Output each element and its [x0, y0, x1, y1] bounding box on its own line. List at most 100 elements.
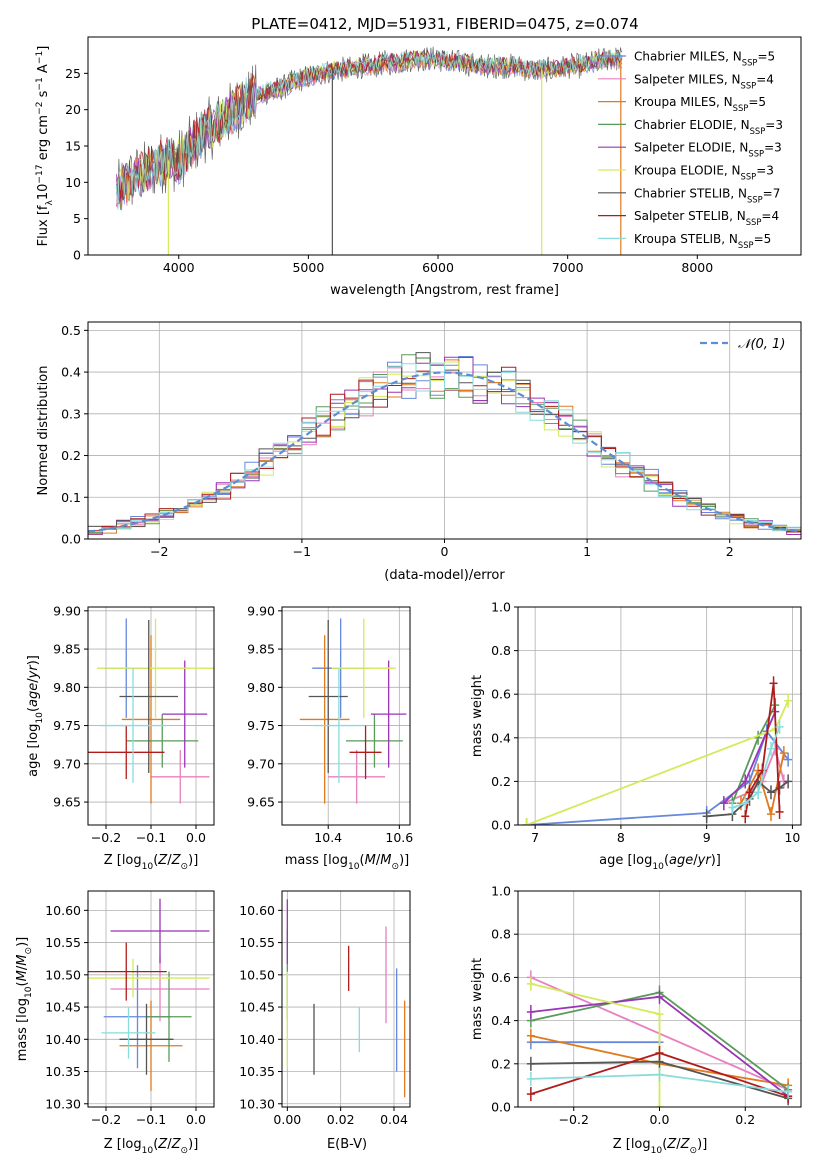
y-tick-label: 0.6	[491, 687, 511, 702]
error-bar-point	[121, 635, 181, 804]
error-bar-point	[146, 971, 192, 1062]
legend-entry: Salpeter ELODIE, NSSP=3	[634, 141, 782, 159]
error-bar-point	[308, 620, 348, 773]
x-axis-label: wavelength [Angstrom, rest frame]	[330, 283, 559, 298]
error-bar-point	[88, 725, 165, 780]
x-axis-label: (data-model)/error	[384, 568, 505, 583]
x-tick-label: −0.2	[91, 1112, 121, 1127]
x-tick-label: −1	[293, 544, 311, 559]
y-tick-label: 10.50	[45, 967, 81, 982]
y-tick-label: 20	[65, 102, 81, 117]
y-tick-label: 10.45	[45, 1000, 81, 1015]
legend-entry: 𝒩(0, 1)	[738, 337, 785, 352]
y-tick-label: 10.35	[45, 1064, 81, 1079]
y-tick-label: 9.80	[247, 680, 275, 695]
y-tick-label: 0	[73, 248, 81, 263]
x-tick-label: 8	[617, 830, 625, 845]
y-tick-label: 0.4	[491, 1013, 511, 1028]
legend-entry: Chabrier STELIB, NSSP=7	[634, 186, 780, 204]
legend-entry: Kroupa ELODIE, NSSP=3	[634, 164, 774, 182]
legend-entry: Salpeter MILES, NSSP=4	[634, 72, 774, 90]
y-tick-label: 0.2	[61, 448, 81, 463]
y-tick-label: 10	[65, 175, 81, 190]
axes-frame	[517, 606, 802, 826]
y-tick-label: 10.40	[239, 1032, 275, 1047]
y-tick-label: 9.75	[53, 718, 81, 733]
y-tick-label: 9.85	[247, 642, 275, 657]
x-tick-label: −0.2	[91, 830, 121, 845]
y-tick-label: 0.2	[491, 1056, 511, 1071]
y-tick-label: 9.75	[247, 718, 275, 733]
y-tick-label: 10.30	[45, 1096, 81, 1111]
x-tick-label: −0.1	[136, 830, 166, 845]
error-bar-point	[119, 1003, 174, 1075]
y-tick-label: 0.6	[491, 970, 511, 985]
y-tick-label: 9.90	[247, 603, 275, 618]
plot-area-mass_vs_Z	[88, 891, 214, 1107]
legend-entry: Chabrier MILES, NSSP=5	[634, 50, 775, 68]
chart-age_vs_mass: 10.4 10.6 9.65 9.70 9.75 9.80 9.85 9.90 mass [lo…	[247, 603, 413, 872]
error-bar-point	[110, 898, 210, 964]
y-tick-label: 0.0	[491, 818, 511, 833]
y-axis-label: mass weight	[470, 958, 485, 1040]
x-tick-label: 0.04	[380, 1112, 408, 1127]
x-tick-label: 0.0	[650, 1112, 670, 1127]
y-tick-label: 15	[65, 139, 81, 154]
x-tick-label: 5000	[292, 260, 324, 275]
y-tick-label: 10.60	[239, 903, 275, 918]
error-bar-point	[99, 668, 167, 783]
chart-residuals: −2 −1 0 1 2 0.0 0.1 0.2 0.3 0.4 0.5 (data-model)/er…	[36, 321, 802, 583]
error-bar-point	[119, 620, 178, 773]
x-axis-label: Z [log10(Z/Z⊙)]	[613, 1137, 708, 1156]
plot-area-age_vs_mass	[282, 607, 410, 825]
y-tick-label: 0.3	[61, 406, 81, 421]
y-axis-label: mass weight	[470, 675, 485, 757]
y-tick-label: 10.40	[45, 1032, 81, 1047]
model-spectrum-line	[116, 50, 623, 209]
y-axis-label: mass [log10(M/M⊙)]	[15, 937, 34, 1061]
x-tick-label: 10	[784, 830, 800, 845]
y-tick-label: 1.0	[491, 884, 511, 899]
legend-entry: Salpeter STELIB, NSSP=4	[634, 209, 779, 227]
y-tick-label: 0.8	[491, 643, 511, 658]
error-bar-point	[97, 618, 214, 718]
x-axis-label: mass [log10(M/M⊙)]	[285, 853, 409, 872]
x-axis-label: age [log10(age/yr)]	[599, 853, 721, 872]
x-tick-label: 6000	[422, 260, 454, 275]
y-tick-label: 10.35	[239, 1064, 275, 1079]
x-tick-label: 10.6	[385, 830, 413, 845]
y-axis-label: Flux [fλ10−17 erg cm−2 s−1 A−1]	[35, 46, 55, 247]
error-bar-point	[370, 660, 407, 768]
x-axis-label: Z [log10(Z/Z⊙)]	[104, 853, 199, 872]
y-tick-label: 25	[65, 66, 81, 81]
x-tick-label: 0.2	[735, 1112, 755, 1127]
error-bar-point	[331, 618, 396, 718]
x-axis-label: Z [log10(Z/Z⊙)]	[104, 1137, 199, 1156]
chart-weight_vs_age: 7 8 9 10 0.0 0.2 0.4 0.6 0.8 1.0 age [log10(age/yr…	[470, 600, 802, 872]
y-tick-label: 0.0	[61, 532, 81, 547]
plot-area-weight_vs_age	[518, 607, 801, 825]
error-bar-point	[88, 942, 167, 1001]
error-bar-point	[314, 668, 364, 783]
plot-area-spectrum	[116, 46, 623, 255]
x-tick-label: −2	[150, 544, 168, 559]
chart-weight_vs_Z: −0.2 0.0 0.2 0.0 0.2 0.4 0.6 0.8 1.0 Z [log10(Z/Z…	[470, 884, 802, 1156]
y-tick-label: 1.0	[491, 600, 511, 615]
y-tick-label: 5	[73, 211, 81, 226]
figure-title: PLATE=0412, MJD=51931, FIBERID=0475, z=0…	[251, 15, 638, 33]
x-tick-label: 1	[583, 544, 591, 559]
y-tick-label: 0.0	[491, 1100, 511, 1115]
plot-area-mass_vs_ebv	[282, 891, 410, 1107]
error-bar-point	[119, 1000, 183, 1091]
y-tick-label: 10.45	[239, 1000, 275, 1015]
model-spectrum-line	[116, 51, 623, 211]
x-tick-label: −0.1	[136, 1112, 166, 1127]
y-tick-label: 0.8	[491, 927, 511, 942]
y-tick-label: 9.65	[247, 795, 275, 810]
y-tick-label: 0.4	[61, 365, 81, 380]
y-tick-label: 10.50	[239, 967, 275, 982]
x-tick-label: 0.02	[327, 1112, 355, 1127]
plot-area-weight_vs_Z	[518, 891, 801, 1107]
x-tick-label: 2	[726, 544, 734, 559]
legend-entry: Chabrier ELODIE, NSSP=3	[634, 118, 783, 136]
